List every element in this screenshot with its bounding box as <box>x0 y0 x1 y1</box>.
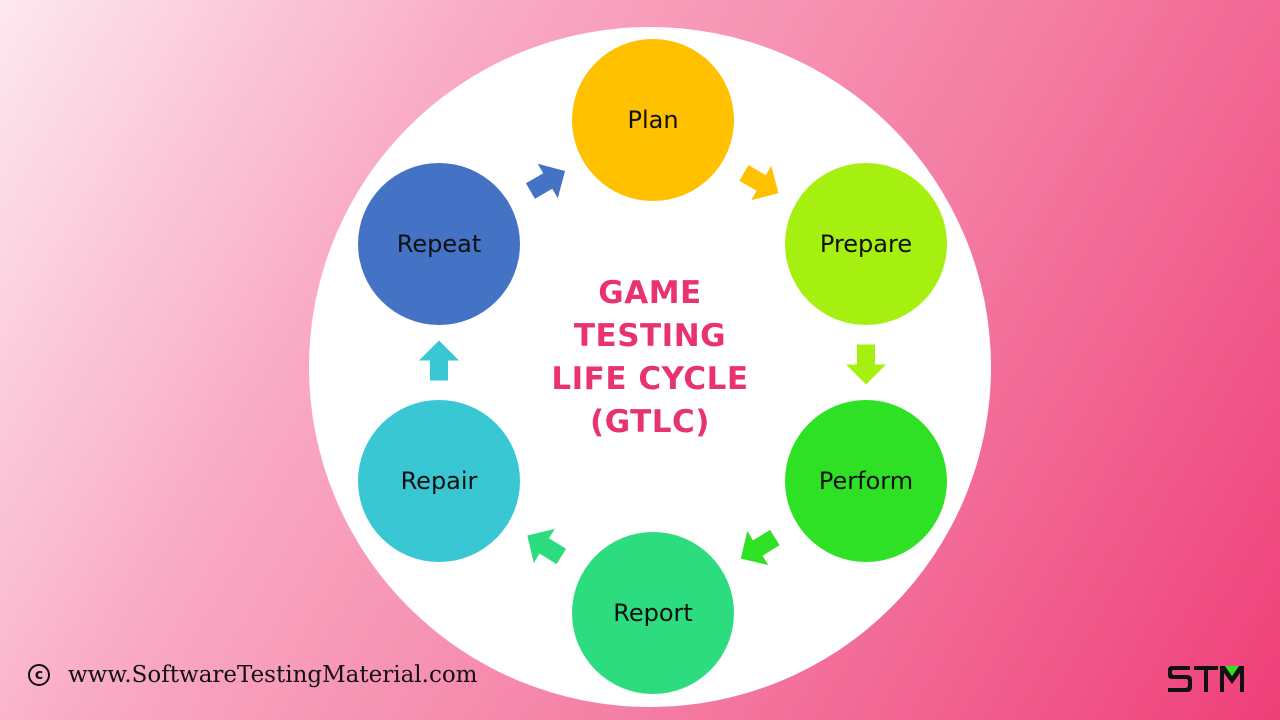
title-line: TESTING <box>573 318 727 354</box>
footer: c www.SoftwareTestingMaterial.com <box>28 662 478 688</box>
node-report-label: Report <box>613 599 693 627</box>
arrow-prepare-to-perform <box>846 344 886 385</box>
node-plan-label: Plan <box>627 106 679 134</box>
node-perform-label: Perform <box>818 467 914 495</box>
website-link[interactable]: www.SoftwareTestingMaterial.com <box>68 662 478 688</box>
copyright-icon: c <box>28 664 50 686</box>
arrow-perform-to-report <box>740 529 780 566</box>
node-prepare: Prepare <box>785 163 947 325</box>
node-perform: Perform <box>785 400 947 562</box>
node-prepare-label: Prepare <box>819 230 913 258</box>
stm-logo <box>1168 666 1244 692</box>
title-line: (GTLC) <box>590 404 710 440</box>
node-repeat: Repeat <box>358 163 520 325</box>
arrow-repair-to-repeat <box>419 340 459 381</box>
node-repair: Repair <box>358 400 520 562</box>
title-line: LIFE CYCLE <box>551 361 749 397</box>
arrow-report-to-repair <box>527 528 567 565</box>
arrow-repeat-to-plan <box>525 163 566 199</box>
arrow-plan-to-prepare <box>739 165 779 201</box>
node-report: Report <box>572 532 734 694</box>
diagram-title: GAME TESTING LIFE CYCLE (GTLC) <box>520 272 780 444</box>
node-repeat-label: Repeat <box>396 230 482 258</box>
node-plan: Plan <box>572 39 734 201</box>
title-line: GAME <box>598 275 702 311</box>
logo-accent <box>1225 666 1239 676</box>
node-repair-label: Repair <box>400 467 478 495</box>
